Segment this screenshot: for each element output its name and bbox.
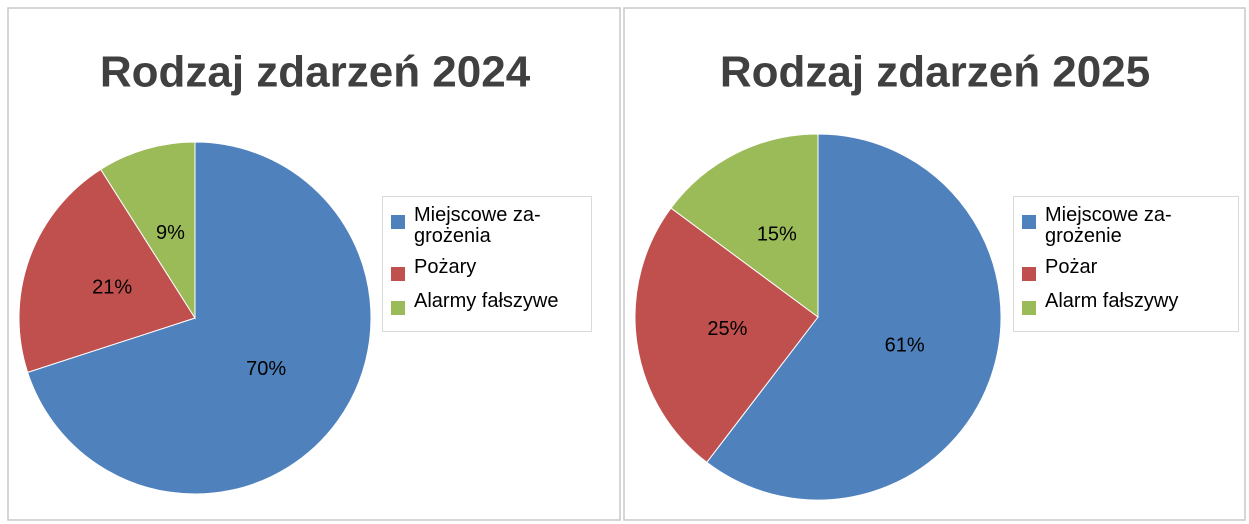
chart-title: Rodzaj zdarzeń 2025 xyxy=(720,48,1150,97)
legend-label: Miejscowe za-grożenie xyxy=(1045,204,1172,247)
data-label: 21% xyxy=(92,276,132,298)
legend-swatch xyxy=(1022,267,1036,281)
data-label: 25% xyxy=(707,318,747,340)
data-label: 15% xyxy=(757,224,797,246)
legend-item: Pożary xyxy=(391,257,585,281)
pie-slice xyxy=(18,168,196,374)
legend-label: Alarm fałszywy xyxy=(1045,290,1179,312)
legend-swatch xyxy=(1022,215,1036,229)
pie-slice xyxy=(670,133,819,318)
legend-label: Alarmy fałszywe xyxy=(414,290,559,312)
legend-item: Pożar xyxy=(1022,257,1232,281)
legend: Miejscowe za-grożenie Pożar Alarm fałszywy xyxy=(1013,196,1239,332)
pie-slice xyxy=(26,141,372,495)
pie-slice xyxy=(706,133,1002,501)
data-label: 61% xyxy=(885,335,925,357)
data-label: 70% xyxy=(246,358,286,380)
legend-item: Alarmy fałszywe xyxy=(391,291,585,315)
legend-swatch xyxy=(391,267,405,281)
legend-item: Miejscowe za-grożenie xyxy=(1022,205,1232,247)
legend-label: Miejscowe za-grożenia xyxy=(414,204,541,247)
legend: Miejscowe za-grożenia Pożary Alarmy fałszy… xyxy=(382,196,592,332)
chart-title: Rodzaj zdarzeń 2024 xyxy=(100,48,531,97)
legend-label: Pożar xyxy=(1045,256,1098,278)
legend-label: Pożary xyxy=(414,256,477,278)
pie-slice xyxy=(634,207,819,464)
legend-swatch xyxy=(391,215,405,229)
legend-swatch xyxy=(1022,301,1036,315)
legend-swatch xyxy=(391,301,405,315)
pie-slice xyxy=(100,141,196,320)
legend-item: Miejscowe za-grożenia xyxy=(391,205,585,247)
legend-item: Alarm fałszywy xyxy=(1022,291,1232,315)
data-label: 9% xyxy=(156,222,185,244)
